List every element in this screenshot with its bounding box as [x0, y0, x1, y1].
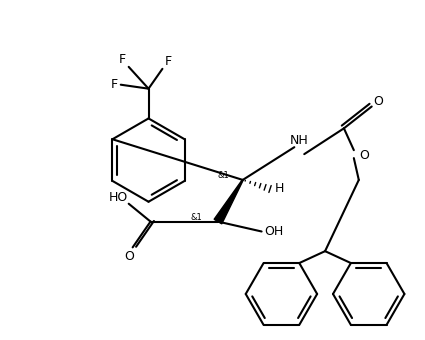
Text: NH: NH	[290, 134, 309, 147]
Text: F: F	[165, 55, 172, 68]
Text: F: F	[119, 53, 126, 66]
Polygon shape	[214, 180, 243, 224]
Text: &1: &1	[217, 171, 229, 181]
Text: HO: HO	[109, 191, 128, 204]
Text: O: O	[374, 95, 384, 108]
Text: &1: &1	[190, 213, 202, 222]
Text: O: O	[124, 250, 133, 263]
Text: H: H	[275, 182, 284, 195]
Text: OH: OH	[264, 225, 283, 238]
Text: O: O	[359, 149, 369, 162]
Text: F: F	[110, 78, 117, 91]
